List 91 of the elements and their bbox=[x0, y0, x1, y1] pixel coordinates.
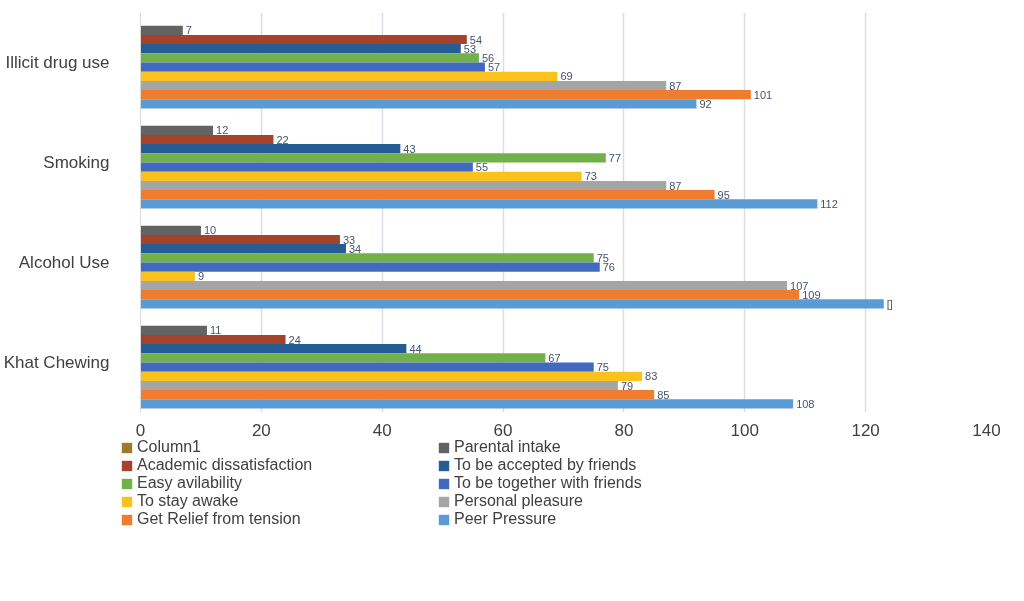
bar bbox=[140, 171, 582, 181]
bar bbox=[140, 180, 667, 191]
data-label: [] bbox=[886, 297, 893, 310]
bar bbox=[140, 353, 546, 363]
data-label: 85 bbox=[657, 388, 670, 401]
data-label: 56 bbox=[481, 51, 495, 64]
bar bbox=[140, 99, 697, 109]
x-tick-label: 120 bbox=[851, 420, 880, 440]
x-tick-label: 100 bbox=[730, 420, 759, 440]
data-label: 12 bbox=[216, 124, 229, 137]
bar bbox=[140, 399, 794, 409]
legend-label: Parental intake bbox=[453, 438, 562, 456]
data-label: 44 bbox=[409, 342, 422, 355]
legend-label: Column1 bbox=[136, 438, 202, 456]
data-label: 87 bbox=[669, 179, 682, 192]
bar bbox=[140, 44, 461, 54]
data-label: 77 bbox=[608, 151, 622, 164]
data-label: 43 bbox=[403, 142, 416, 155]
bar bbox=[140, 380, 618, 391]
data-label: 112 bbox=[820, 197, 838, 210]
bar bbox=[140, 325, 207, 335]
bar bbox=[140, 362, 594, 372]
data-label: 33 bbox=[342, 233, 356, 246]
data-label: 55 bbox=[475, 161, 489, 174]
bar bbox=[140, 344, 407, 354]
bar bbox=[140, 90, 751, 100]
data-label: 10 bbox=[203, 224, 217, 237]
bar bbox=[140, 144, 401, 154]
bar bbox=[140, 280, 788, 291]
bar bbox=[140, 390, 655, 400]
y-tick-label: Illicit drug use bbox=[5, 53, 110, 72]
x-tick-label: 60 bbox=[493, 420, 513, 440]
bar bbox=[140, 153, 606, 163]
legend-label: Easy avilability bbox=[136, 474, 243, 492]
legend-label: To be together with friends bbox=[453, 474, 643, 492]
bar bbox=[140, 134, 274, 145]
bar bbox=[140, 299, 884, 309]
data-label: 76 bbox=[602, 261, 616, 274]
x-tick-label: 80 bbox=[614, 420, 634, 440]
data-label: 11 bbox=[209, 324, 222, 337]
data-label: 57 bbox=[487, 61, 501, 74]
bar bbox=[140, 253, 594, 263]
data-label: 79 bbox=[620, 379, 634, 392]
bar bbox=[140, 25, 183, 35]
bar bbox=[140, 80, 667, 91]
bar bbox=[140, 62, 485, 72]
data-label: 92 bbox=[699, 97, 712, 110]
data-label: 87 bbox=[669, 79, 682, 92]
x-tick-label: 0 bbox=[135, 420, 146, 440]
data-label: 95 bbox=[717, 188, 730, 201]
y-tick-label: Khat Chewing bbox=[3, 353, 110, 372]
data-label: 7 bbox=[185, 24, 192, 37]
legend-label: To be accepted by friends bbox=[453, 456, 638, 474]
data-label: 67 bbox=[548, 351, 561, 364]
data-label: 73 bbox=[584, 170, 597, 183]
bar bbox=[140, 199, 818, 209]
bar bbox=[140, 34, 467, 45]
data-label: 75 bbox=[596, 251, 609, 264]
legend-label: To stay awake bbox=[136, 492, 240, 510]
bar bbox=[140, 244, 346, 254]
x-tick-label: 40 bbox=[372, 420, 392, 440]
bar bbox=[140, 71, 558, 81]
y-tick-label: Smoking bbox=[43, 153, 110, 172]
bar bbox=[140, 290, 800, 300]
bar bbox=[140, 53, 479, 63]
y-tick-label: Alcohol Use bbox=[18, 253, 110, 272]
x-tick-label: 20 bbox=[251, 420, 271, 440]
bar bbox=[140, 271, 195, 281]
bar bbox=[140, 234, 340, 245]
data-label: 69 bbox=[560, 70, 573, 83]
data-label: 101 bbox=[753, 88, 773, 101]
bar bbox=[140, 162, 473, 172]
bar bbox=[140, 190, 715, 200]
data-label: 24 bbox=[288, 333, 301, 346]
legend-label: Peer Pressure bbox=[453, 510, 558, 528]
data-label: 83 bbox=[645, 370, 658, 383]
data-label: 107 bbox=[790, 279, 809, 292]
legend-label: Get Relief from tension bbox=[136, 510, 302, 528]
data-label: 54 bbox=[469, 33, 483, 46]
bar bbox=[140, 334, 286, 345]
x-tick-label: 140 bbox=[972, 420, 1001, 440]
legend-label: Academic dissatisfaction bbox=[136, 456, 314, 474]
data-label: 75 bbox=[596, 361, 609, 374]
data-label: 108 bbox=[796, 397, 815, 410]
bar bbox=[140, 225, 201, 235]
bar bbox=[140, 371, 643, 381]
legend-label: Personal pleasure bbox=[453, 492, 584, 510]
data-label: 9 bbox=[197, 270, 205, 283]
bar bbox=[140, 125, 214, 135]
data-label: 22 bbox=[276, 133, 289, 146]
bar bbox=[140, 262, 600, 272]
